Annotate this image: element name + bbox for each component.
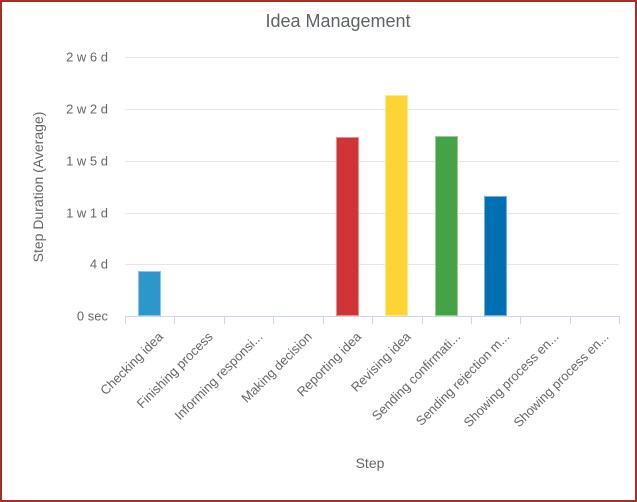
x-tick [273, 316, 275, 324]
y-gridline [125, 264, 619, 266]
y-tick-label: 4 d [89, 256, 108, 272]
x-axis-title: Step [355, 455, 385, 471]
bar-sending-rejection-m[interactable] [484, 195, 508, 316]
y-tick-label: 2 w 2 d [66, 101, 108, 117]
x-tick [372, 316, 374, 324]
x-category-label: Sending rejection m... [412, 329, 513, 429]
y-axis-title: Step Duration (Average) [30, 111, 46, 263]
x-category-label: Showing process en... [510, 329, 612, 431]
y-tick-label: 2 w 6 d [66, 49, 108, 65]
x-tick [619, 316, 621, 324]
y-tick-label: 0 sec [76, 308, 108, 324]
bar-checking-idea[interactable] [138, 270, 162, 316]
x-tick [322, 316, 324, 324]
x-category-label: Showing process en... [460, 329, 562, 431]
x-tick [569, 316, 571, 324]
y-tick-label: 1 w 1 d [66, 205, 108, 220]
bar-reporting-idea[interactable] [335, 137, 359, 316]
x-tick [174, 316, 176, 324]
x-tick [421, 316, 423, 324]
x-tick [471, 316, 472, 324]
x-tick [223, 316, 225, 324]
x-category-label: Informing responsi... [171, 329, 266, 423]
bar-sending-confirmati[interactable] [434, 136, 458, 316]
y-gridline [125, 212, 619, 214]
x-tick [520, 316, 522, 324]
x-tick [125, 316, 126, 324]
chart-title: Idea Management [265, 11, 411, 31]
y-tick-label: 1 w 5 d [66, 153, 108, 169]
y-gridline [125, 160, 619, 162]
y-gridline [125, 57, 619, 59]
bar-revising-idea[interactable] [385, 94, 409, 316]
y-gridline [125, 109, 619, 110]
x-category-label: Sending confirmati... [368, 329, 463, 424]
